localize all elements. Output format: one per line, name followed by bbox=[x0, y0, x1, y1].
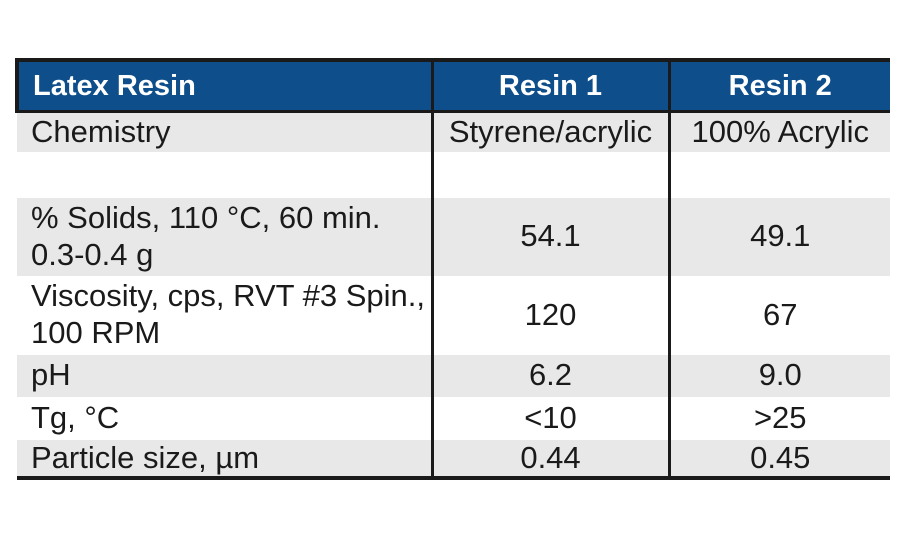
header-cell-latex-resin: Latex Resin bbox=[15, 58, 432, 113]
resin2-value-cell: 100% Acrylic bbox=[667, 111, 890, 152]
spacer-cell bbox=[667, 151, 890, 198]
table-row-spacer bbox=[17, 151, 890, 198]
resin2-value-cell: >25 bbox=[667, 396, 890, 440]
property-cell: pH bbox=[17, 354, 432, 397]
resin1-value-cell: 120 bbox=[430, 275, 669, 355]
table-row-particle-size: Particle size, µm 0.44 0.45 bbox=[17, 439, 890, 481]
resin1-value-cell: 54.1 bbox=[430, 197, 669, 276]
resin2-value-cell: 9.0 bbox=[667, 354, 890, 397]
property-cell: Tg, °C bbox=[31, 399, 120, 435]
property-cell: % Solids, 110 °C, 60 min. 0.3-0.4 g bbox=[17, 197, 432, 276]
resin2-value-cell: 0.45 bbox=[667, 439, 890, 481]
latex-resin-table: Latex Resin Resin 1 Resin 2 Chemistry St… bbox=[15, 58, 890, 481]
spacer-cell bbox=[17, 152, 432, 198]
resin1-value-cell: <10 bbox=[430, 396, 669, 440]
property-cell: Chemistry bbox=[17, 111, 432, 152]
resin2-value-cell: 49.1 bbox=[667, 197, 890, 276]
header-cell-resin1: Resin 1 bbox=[430, 58, 669, 113]
table-row-ph: pH 6.2 9.0 bbox=[17, 354, 890, 397]
property-cell: Particle size, µm bbox=[17, 439, 432, 481]
table-row-tg: Tg, °C <10 >25 bbox=[17, 396, 890, 440]
resin1-value-cell: Styrene/acrylic bbox=[430, 111, 669, 152]
resin1-value-cell: 0.44 bbox=[430, 439, 669, 481]
resin2-value-cell: 67 bbox=[667, 275, 890, 355]
spacer-cell bbox=[430, 151, 669, 198]
header-cell-resin2: Resin 2 bbox=[667, 58, 890, 113]
resin1-value-cell: 6.2 bbox=[430, 354, 669, 397]
table-row-chemistry: Chemistry Styrene/acrylic 100% Acrylic bbox=[17, 111, 890, 152]
property-cell: Viscosity, cps, RVT #3 Spin., 100 RPM bbox=[31, 278, 425, 350]
table-row-viscosity: Viscosity, cps, RVT #3 Spin., 100 RPM 12… bbox=[17, 275, 890, 355]
table-header-row: Latex Resin Resin 1 Resin 2 bbox=[15, 58, 890, 113]
table-row-solids: % Solids, 110 °C, 60 min. 0.3-0.4 g 54.1… bbox=[17, 197, 890, 276]
